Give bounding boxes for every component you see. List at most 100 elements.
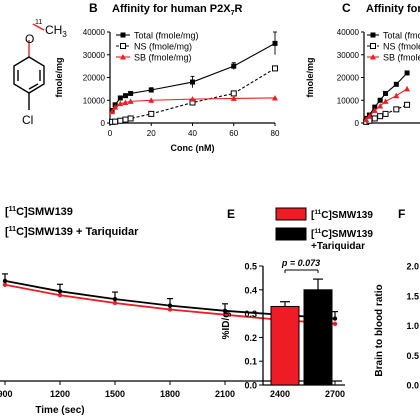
panel-b-data-point	[230, 95, 237, 101]
panel-b-data-point	[272, 40, 278, 46]
panel-e-y-tick-label: 0.5	[244, 262, 257, 272]
panel-c-data-point	[382, 110, 389, 117]
panel-c-data-point	[404, 85, 411, 92]
panel-b-x-tick-label: 40	[188, 129, 197, 138]
panel-b-data-point	[190, 79, 195, 85]
panel-e-bar	[270, 305, 300, 386]
panel-b-data-point	[148, 97, 155, 103]
panel-b-legend-label: SB (fmole/mg)	[134, 53, 192, 63]
panel-b-y-axis-label: fmole/mg	[54, 57, 64, 97]
panel-c-data-point	[377, 102, 384, 109]
panel-b-legend-marker	[120, 54, 126, 60]
panel-b-y-tick-label: 0	[101, 119, 106, 128]
panel-d-x-tick-label: 1500	[105, 389, 125, 399]
panel-d-data-point	[2, 278, 8, 284]
chlorine-atom: Cl	[22, 113, 33, 127]
panel-d-data-point	[332, 316, 338, 321]
panel-d-x-tick-label: 1200	[50, 389, 70, 399]
panel-b-data-point	[231, 63, 237, 69]
panel-b-y-tick-label: 40000	[83, 28, 106, 37]
panel-f-y-tick-label: 0.0	[406, 381, 419, 391]
panel-letter-f: F	[398, 207, 405, 221]
panel-d-x-tick-label: 2400	[270, 389, 290, 399]
panel-c-data-point	[371, 115, 378, 122]
panel-b-y-tick-label: 20000	[83, 74, 106, 83]
panel-b-data-point	[128, 90, 134, 96]
isotope-label: 11	[35, 19, 42, 26]
panel-f-y-axis-label: Brain to blood ratio	[374, 284, 385, 376]
oxygen-atom: O	[25, 32, 34, 46]
panel-b-y-tick-label: 30000	[83, 51, 106, 60]
panel-c-data-point	[372, 104, 378, 110]
panel-d-data-point	[222, 312, 228, 317]
panel-b-data-point	[272, 65, 278, 72]
panel-d-data-point	[222, 308, 228, 313]
panel-c-legend-marker	[370, 43, 376, 49]
panel-b-legend-marker	[120, 43, 126, 49]
panel-e-legend: [11C]SMW139 [11C]SMW139 +Tariquidar	[275, 207, 373, 252]
panel-c-title: Affinity for	[366, 3, 420, 15]
legend-swatch-black	[275, 227, 307, 241]
panel-c-y-axis-label: fmole/mg	[305, 57, 315, 97]
panel-b-legend-label: Total (fmole/mg)	[134, 31, 199, 41]
panel-d-legend-item-1: [11C]SMW139	[5, 206, 73, 218]
panel-d-data-point	[332, 321, 338, 326]
panel-b-title: Affinity for human P2X7R	[112, 3, 242, 17]
panel-e-y-tick-label: 0.1	[244, 357, 257, 367]
panel-f-y-tick-label: 2.0	[406, 262, 419, 272]
panel-c-data-point	[393, 106, 400, 113]
panel-b-legend-marker	[120, 32, 126, 38]
panel-b-data-point	[148, 87, 154, 93]
panel-c-data-point	[377, 97, 383, 103]
panel-c-y-tick-label: 30000	[337, 51, 360, 60]
panel-c-legend-marker	[370, 32, 376, 38]
panel-b-x-axis-label: Conc (nM)	[171, 143, 215, 153]
panel-b-data-point	[148, 110, 155, 117]
panel-c-data-point	[393, 92, 400, 99]
panel-c-data-point	[404, 101, 411, 108]
panel-e-legend-item-1: [11C]SMW139	[311, 209, 373, 221]
panel-d-legend-item-2: [11C]SMW139 + Tariquidar	[5, 226, 139, 238]
panel-b-x-tick-label: 60	[229, 129, 238, 138]
panel-b-data-point	[122, 93, 128, 99]
panel-b-x-tick-label: 80	[271, 129, 280, 138]
panel-d-data-point	[57, 289, 63, 294]
panel-b-x-tick-label: 0	[108, 129, 113, 138]
panel-d-data-point	[57, 293, 63, 298]
panel-d-x-tick-label: 1800	[160, 389, 180, 399]
panel-b-data-point	[272, 94, 278, 101]
panel-c-y-tick-label: 20000	[337, 74, 360, 83]
panel-b-data-point	[127, 115, 134, 122]
panel-b-chart: 0 10000 20000 30000 40000 0 20 40 60 80 Conc (nM) f…	[54, 28, 280, 153]
panel-b-data-point	[122, 116, 129, 123]
panel-d-x-axis-label: Time (sec)	[35, 405, 84, 416]
panel-b-x-tick-label: 20	[147, 129, 156, 138]
methyl-label: CH3	[45, 23, 67, 39]
panel-e-legend-item-2: [11C]SMW139	[311, 228, 373, 240]
legend-swatch-red	[275, 207, 307, 221]
panel-d-x-tick-label: 900	[0, 389, 13, 399]
panel-d-data-point	[167, 307, 173, 312]
panel-e-y-axis-label: %ID/g	[221, 312, 232, 340]
panel-e-legend-item-2-line2: +Tariquidar	[311, 241, 365, 252]
panel-f-y-tick-label: 1.5	[406, 291, 419, 301]
panel-b-data-point	[122, 99, 129, 106]
panel-c-legend-label: NS (fmole/	[383, 42, 420, 52]
panel-b-series-line	[112, 67, 276, 123]
panel-c-data-point	[371, 107, 378, 113]
panel-b-data-point	[117, 117, 124, 124]
panel-c-data-point	[377, 113, 384, 120]
panel-e-y-tick-label: 0.2	[244, 333, 257, 343]
panel-b-data-point	[230, 90, 237, 97]
ring-double-bond-3	[28, 83, 39, 90]
panel-c-data-point	[363, 116, 370, 123]
panel-c-legend-label: Total (fmole/	[383, 31, 420, 41]
panel-c-data-point	[382, 98, 389, 104]
methyl-bond	[32, 23, 45, 31]
panel-c-data-point	[393, 81, 399, 87]
panel-c-legend-label: SB (fmole/	[383, 53, 420, 63]
panel-e-y-tick-label: 0.3	[244, 309, 257, 319]
panel-d-data-point	[112, 296, 118, 302]
chemical-structure	[13, 23, 45, 110]
panel-f-chart: 0.0 0.5 1.0 1.5 2.0 Brain to blood ratio	[374, 262, 419, 391]
